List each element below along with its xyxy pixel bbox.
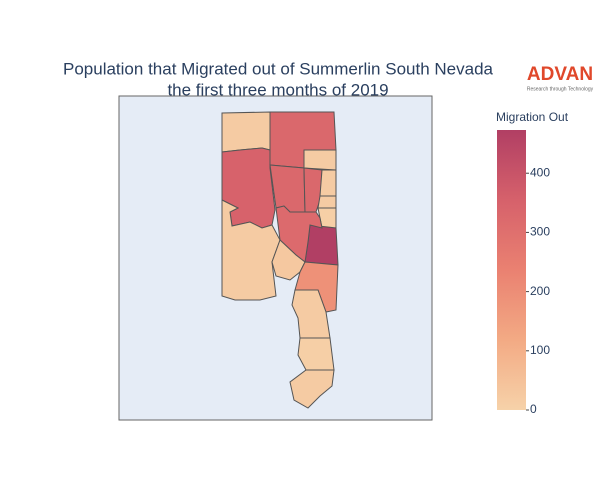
regions xyxy=(221,111,339,409)
colorbar-tick-label: 300 xyxy=(530,225,550,239)
colorbar-tick-label: 200 xyxy=(530,284,550,298)
region xyxy=(297,337,335,371)
logo-tagline: Research through Technology xyxy=(527,86,594,92)
region xyxy=(269,164,306,213)
region xyxy=(304,224,339,266)
colorbar-tick-label: 400 xyxy=(530,165,550,179)
region xyxy=(289,369,335,409)
chart-title: the first three months of 2019 xyxy=(167,80,388,99)
region xyxy=(317,195,337,209)
region xyxy=(221,199,281,301)
colorbar-tick-label: 100 xyxy=(530,343,550,357)
colorbar-title: Migration Out xyxy=(496,110,569,124)
region xyxy=(221,111,271,153)
region xyxy=(303,149,337,171)
colorbar xyxy=(497,130,526,410)
logo: ADVAN xyxy=(527,64,593,85)
colorbar-tick-label: 0 xyxy=(530,402,537,416)
chart-title: Population that Migrated out of Summerli… xyxy=(63,59,494,78)
region xyxy=(319,169,337,197)
